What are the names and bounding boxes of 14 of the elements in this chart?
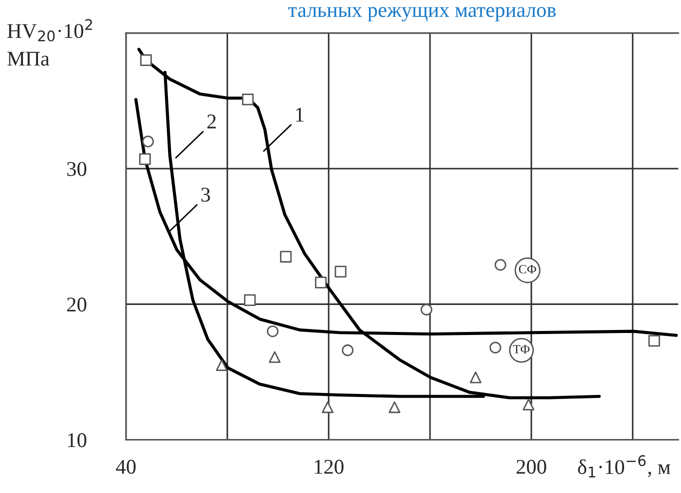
annotation: 2 — [207, 114, 216, 128]
y-tick-label: 20 — [67, 298, 86, 312]
y-tick-label: 10 — [68, 433, 86, 448]
annotation: ТФ — [513, 345, 530, 354]
y-tick-label: 30 — [67, 162, 86, 176]
annotation: 3 — [201, 188, 210, 202]
annotation: СФ — [518, 265, 536, 274]
chart-title: тальных режущих материалов — [288, 7, 556, 22]
annotation: 1 — [296, 108, 304, 122]
x-tick-label: 200 — [516, 460, 546, 474]
x-tick-label: 120 — [314, 460, 344, 474]
x-axis-title: δ$_{1}$·10$^{−6}$, м — [578, 455, 670, 478]
x-tick-label: 40 — [116, 460, 136, 474]
text: HV$_{20}$·10$^{2}$ МПа — [7, 19, 92, 66]
